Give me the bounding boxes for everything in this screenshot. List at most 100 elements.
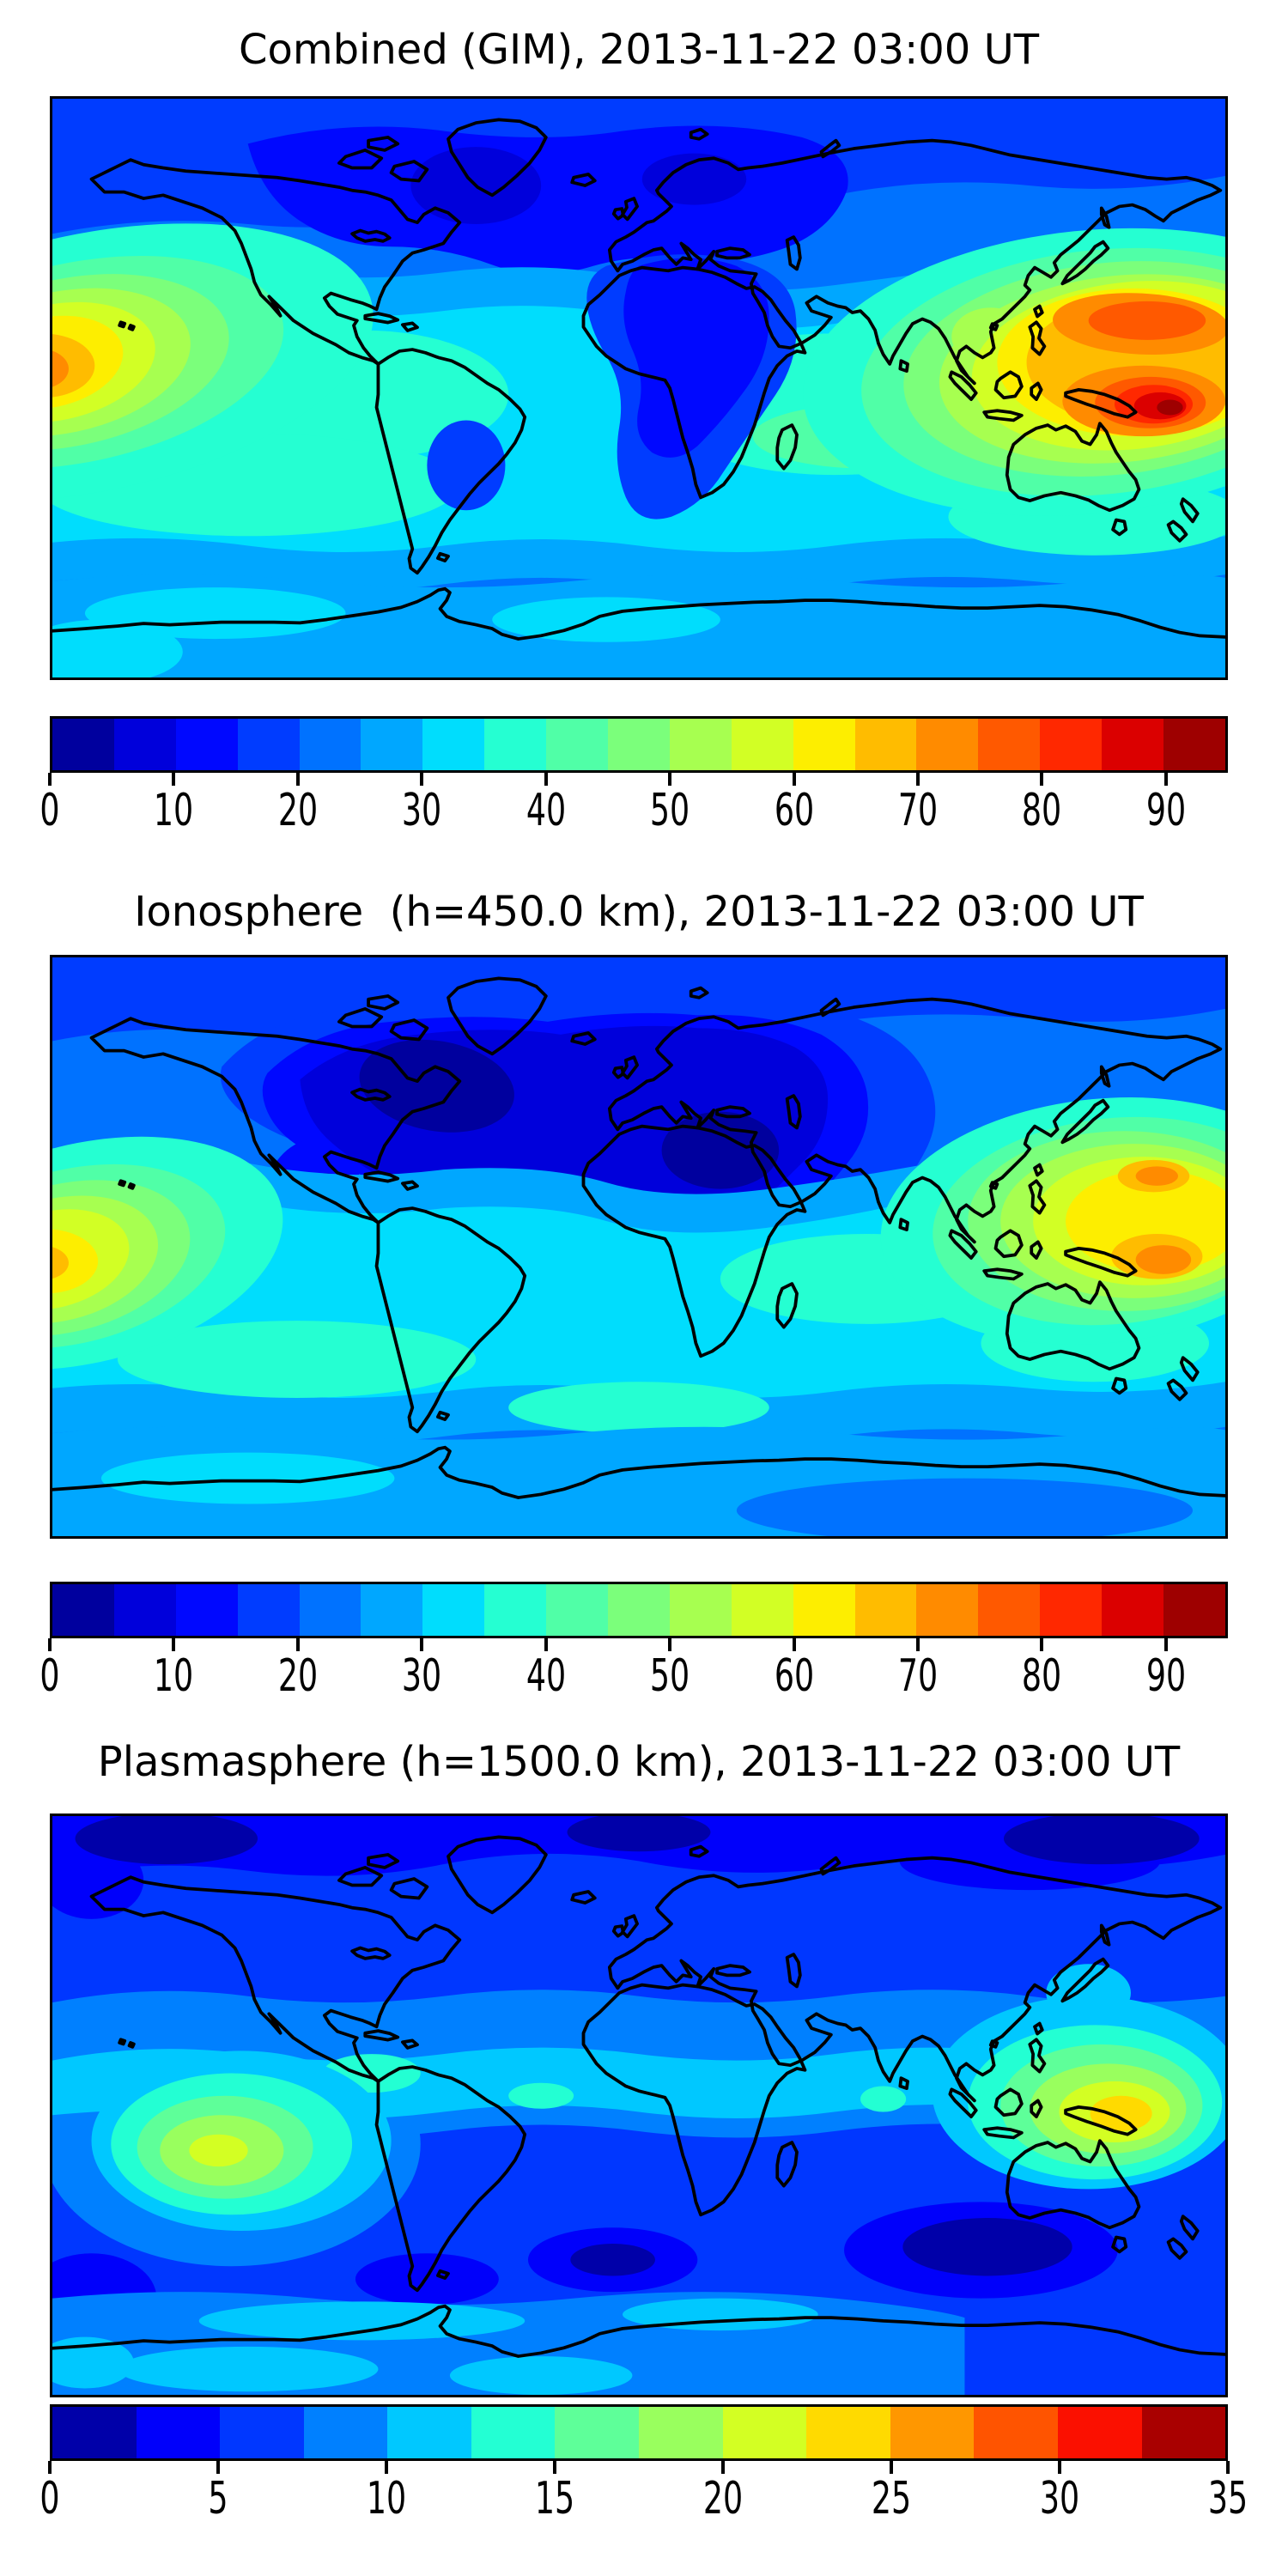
colorbar-segment: [1163, 1584, 1225, 1636]
colorbar-segment: [793, 719, 855, 770]
colorbar-ionosphere: [50, 1582, 1228, 1638]
tick-label: 40: [526, 785, 566, 836]
tick-mark-icon: [295, 1638, 300, 1651]
tick-mark-icon: [1163, 773, 1168, 786]
colorbar-segment: [484, 1584, 547, 1636]
tick-label: 50: [649, 785, 690, 836]
colorbar-segment: [175, 1584, 238, 1636]
colorbar-segment: [608, 719, 670, 770]
colorbar-axis-plasmasphere: 0 5 10 15 20 25 30 35: [39, 2461, 1248, 2538]
colorbar-segment: [916, 1584, 979, 1636]
colorbar-segment: [52, 2407, 137, 2458]
tick-mark-icon: [668, 1638, 672, 1651]
tick-label: 10: [154, 785, 194, 836]
tick-label: 0: [39, 2473, 60, 2524]
tick-label: 90: [1145, 785, 1186, 836]
tick-mark-icon: [172, 773, 176, 786]
tick-mark-icon: [544, 1638, 548, 1651]
tick-mark-icon: [48, 773, 52, 786]
tick-label: 70: [897, 785, 939, 836]
tick-mark-icon: [792, 773, 796, 786]
colorbar-segment: [731, 719, 793, 770]
map-ionosphere: [50, 955, 1228, 1539]
tick-label: 50: [649, 1650, 690, 1702]
tick-label: 40: [526, 1650, 566, 1702]
colorbar-segment: [669, 719, 732, 770]
colorbar-segment: [299, 719, 361, 770]
tick-mark-icon: [48, 2461, 52, 2474]
colorbar-segment: [608, 1584, 670, 1636]
tick-label: 70: [897, 1650, 939, 1702]
tick-label: 35: [1207, 2473, 1249, 2524]
colorbar-segment: [113, 719, 176, 770]
tick-label: 90: [1145, 1650, 1186, 1702]
tick-mark-icon: [1226, 2461, 1230, 2474]
contour-field: [52, 99, 1225, 677]
tick-mark-icon: [420, 773, 424, 786]
colorbar-segment: [52, 719, 114, 770]
map-plasmasphere-svg: [52, 1816, 1225, 2395]
colorbar-segment: [387, 2407, 471, 2458]
colorbar-segment: [854, 1584, 917, 1636]
tick-label: 20: [702, 2473, 744, 2524]
tick-label: 10: [366, 2473, 407, 2524]
tick-label: 20: [277, 785, 318, 836]
tick-label: 20: [277, 1650, 318, 1702]
colorbar-segment: [1040, 1584, 1103, 1636]
colorbar-segment: [854, 719, 917, 770]
tick-label: 0: [39, 1650, 60, 1702]
colorbar-segment: [52, 1584, 114, 1636]
colorbar-segment: [555, 2407, 640, 2458]
colorbar-segment: [793, 1584, 855, 1636]
colorbar-segment: [422, 1584, 485, 1636]
map-plasmasphere: [50, 1814, 1228, 2397]
colorbar-segment: [669, 1584, 732, 1636]
colorbar-segment: [361, 1584, 423, 1636]
tick-label: 80: [1022, 1650, 1062, 1702]
tick-mark-icon: [295, 773, 300, 786]
colorbar-segment: [484, 719, 547, 770]
colorbar-segment: [1040, 719, 1103, 770]
tick-mark-icon: [553, 2461, 556, 2474]
panel-title: Plasmasphere (h=1500.0 km), 2013-11-22 0…: [97, 1738, 1181, 1786]
tick-mark-icon: [172, 1638, 176, 1651]
colorbar-segment: [471, 2407, 556, 2458]
colorbar-combined-gim: [50, 716, 1228, 773]
colorbar-segment: [299, 1584, 361, 1636]
tick-label: 25: [871, 2473, 912, 2524]
panel-plasmasphere: Plasmasphere (h=1500.0 km), 2013-11-22 0…: [0, 1717, 1288, 2576]
colorbar-axis-combined-gim: 0 10 20 30 40 50 60 70 80 90: [39, 773, 1228, 850]
tick-mark-icon: [890, 2461, 893, 2474]
colorbar-segment: [722, 2407, 807, 2458]
tick-mark-icon: [1040, 1638, 1044, 1651]
panel-combined-gim: Combined (GIM), 2013-11-22 03:00 UT: [0, 0, 1288, 859]
colorbar-segment: [220, 2407, 304, 2458]
colorbar-segment: [1057, 2407, 1142, 2458]
tick-mark-icon: [385, 2461, 388, 2474]
tick-label: 60: [774, 785, 814, 836]
tick-label: 0: [39, 785, 60, 836]
colorbar-segment: [978, 1584, 1041, 1636]
colorbar-segment: [1102, 719, 1164, 770]
colorbar-segment: [546, 719, 609, 770]
tick-mark-icon: [420, 1638, 424, 1651]
tick-label: 5: [208, 2473, 228, 2524]
colorbar-plasmasphere: [50, 2404, 1228, 2461]
panel-title: Ionosphere (h=450.0 km), 2013-11-22 03:0…: [134, 888, 1144, 936]
colorbar-axis-ionosphere: 0 10 20 30 40 50 60 70 80 90: [39, 1638, 1228, 1716]
tick-label: 15: [534, 2473, 575, 2524]
map-ionosphere-svg: [52, 957, 1225, 1536]
contour-field: [52, 957, 1225, 1536]
panel-ionosphere: Ionosphere (h=450.0 km), 2013-11-22 03:0…: [0, 859, 1288, 1717]
tick-mark-icon: [792, 1638, 796, 1651]
tick-label: 10: [154, 1650, 194, 1702]
colorbar-segment: [806, 2407, 890, 2458]
tick-mark-icon: [1058, 2461, 1061, 2474]
map-combined-gim: [50, 96, 1228, 680]
colorbar-segment: [237, 1584, 300, 1636]
colorbar-segment: [978, 719, 1041, 770]
tick-mark-icon: [1163, 1638, 1168, 1651]
contour-field: [52, 1816, 1225, 2395]
tick-mark-icon: [915, 1638, 920, 1651]
